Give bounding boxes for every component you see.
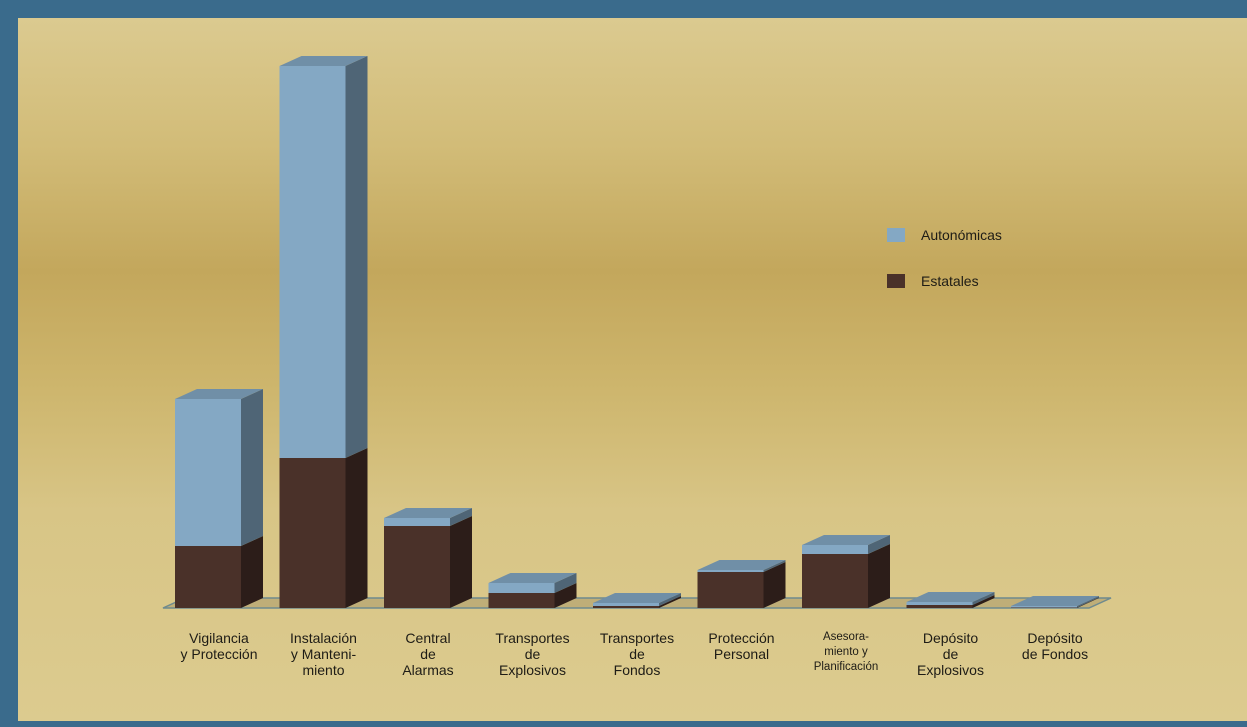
bar-estatales-1-front	[279, 458, 346, 608]
bar-autonomicas-4-top	[593, 593, 681, 603]
bar-autonomicas-5-front	[697, 570, 764, 572]
bar-estatales-8-front	[1011, 607, 1077, 608]
bar-autonomicas-7-side	[972, 592, 995, 605]
bar-autonomicas-2-side	[450, 508, 472, 526]
legend-label-autonomicas: Autonómicas	[921, 227, 1002, 243]
bar-autonomicas-2-top	[384, 508, 472, 518]
bar-autonomicas-1-top	[279, 56, 368, 66]
bar-autonomicas-0-front	[175, 399, 241, 546]
bar-autonomicas-1-front	[279, 66, 346, 458]
bar-estatales-6-side	[868, 544, 890, 608]
bar-autonomicas-7-top	[906, 592, 995, 602]
x-tick-label: Transportes de Fondos	[599, 630, 675, 678]
legend-item-autonomicas: Autonómicas	[887, 227, 1002, 243]
bar-autonomicas-1-side	[345, 56, 368, 458]
x-tick-label: Transportes de Explosivos	[495, 630, 570, 678]
x-tick-label: Asesora- miento y Planificación	[813, 631, 879, 673]
bar-autonomicas-5-top	[697, 560, 786, 570]
bar-estatales-4-front	[593, 606, 659, 608]
bar-estatales-3-side	[554, 583, 577, 608]
bar-autonomicas-8-top	[1011, 596, 1099, 606]
x-tick-label: Protección Personal	[708, 630, 775, 662]
bar-autonomicas-4-side	[659, 593, 681, 606]
x-tick-label: Depósito de Explosivos	[917, 630, 984, 678]
bar-estatales-7-front	[906, 605, 973, 608]
bar-estatales-8-side	[1077, 597, 1099, 608]
bar-estatales-1-side	[345, 448, 368, 608]
bar-autonomicas-4-front	[593, 603, 659, 606]
bar-estatales-5-side	[763, 562, 786, 608]
bar-autonomicas-8-side	[1077, 596, 1099, 608]
bar-estatales-4-side	[659, 596, 681, 608]
x-tick-label: Depósito de Fondos	[1021, 630, 1089, 662]
bar-estatales-0-front	[175, 546, 241, 608]
legend-label-estatales: Estatales	[921, 273, 979, 289]
bar-autonomicas-5-side	[763, 560, 786, 572]
legend-item-estatales: Estatales	[887, 273, 979, 289]
chart-panel: Autonómicas Estatales Vigilancia y Prote…	[18, 18, 1247, 721]
bar-autonomicas-3-top	[488, 573, 577, 583]
bar-estatales-6-front	[802, 554, 868, 608]
bar-autonomicas-6-front	[802, 545, 868, 554]
bar-autonomicas-3-front	[488, 583, 555, 593]
bar-autonomicas-3-side	[554, 573, 577, 593]
legend-swatch-autonomicas	[887, 228, 905, 242]
bar-autonomicas-2-front	[384, 518, 450, 526]
bar-autonomicas-8-front	[1011, 606, 1077, 608]
bar-autonomicas-6-top	[802, 535, 890, 545]
bar-estatales-3-front	[488, 593, 555, 608]
bar-estatales-5-front	[697, 572, 764, 608]
x-tick-label: Instalación y Manteni- miento	[290, 630, 357, 678]
bar-estatales-2-front	[384, 526, 450, 608]
bar-estatales-2-side	[450, 516, 472, 608]
bar-estatales-0-side	[241, 536, 263, 608]
legend-swatch-estatales	[887, 274, 905, 288]
bar-autonomicas-6-side	[868, 535, 890, 554]
x-tick-label: Central de Alarmas	[402, 630, 454, 678]
chart-canvas	[162, 56, 1112, 609]
bar-estatales-7-side	[972, 595, 995, 608]
bar-autonomicas-7-front	[906, 602, 973, 605]
bar-autonomicas-0-side	[241, 389, 263, 546]
x-tick-label: Vigilancia y Protección	[180, 630, 258, 662]
bar-autonomicas-0-top	[175, 389, 263, 399]
